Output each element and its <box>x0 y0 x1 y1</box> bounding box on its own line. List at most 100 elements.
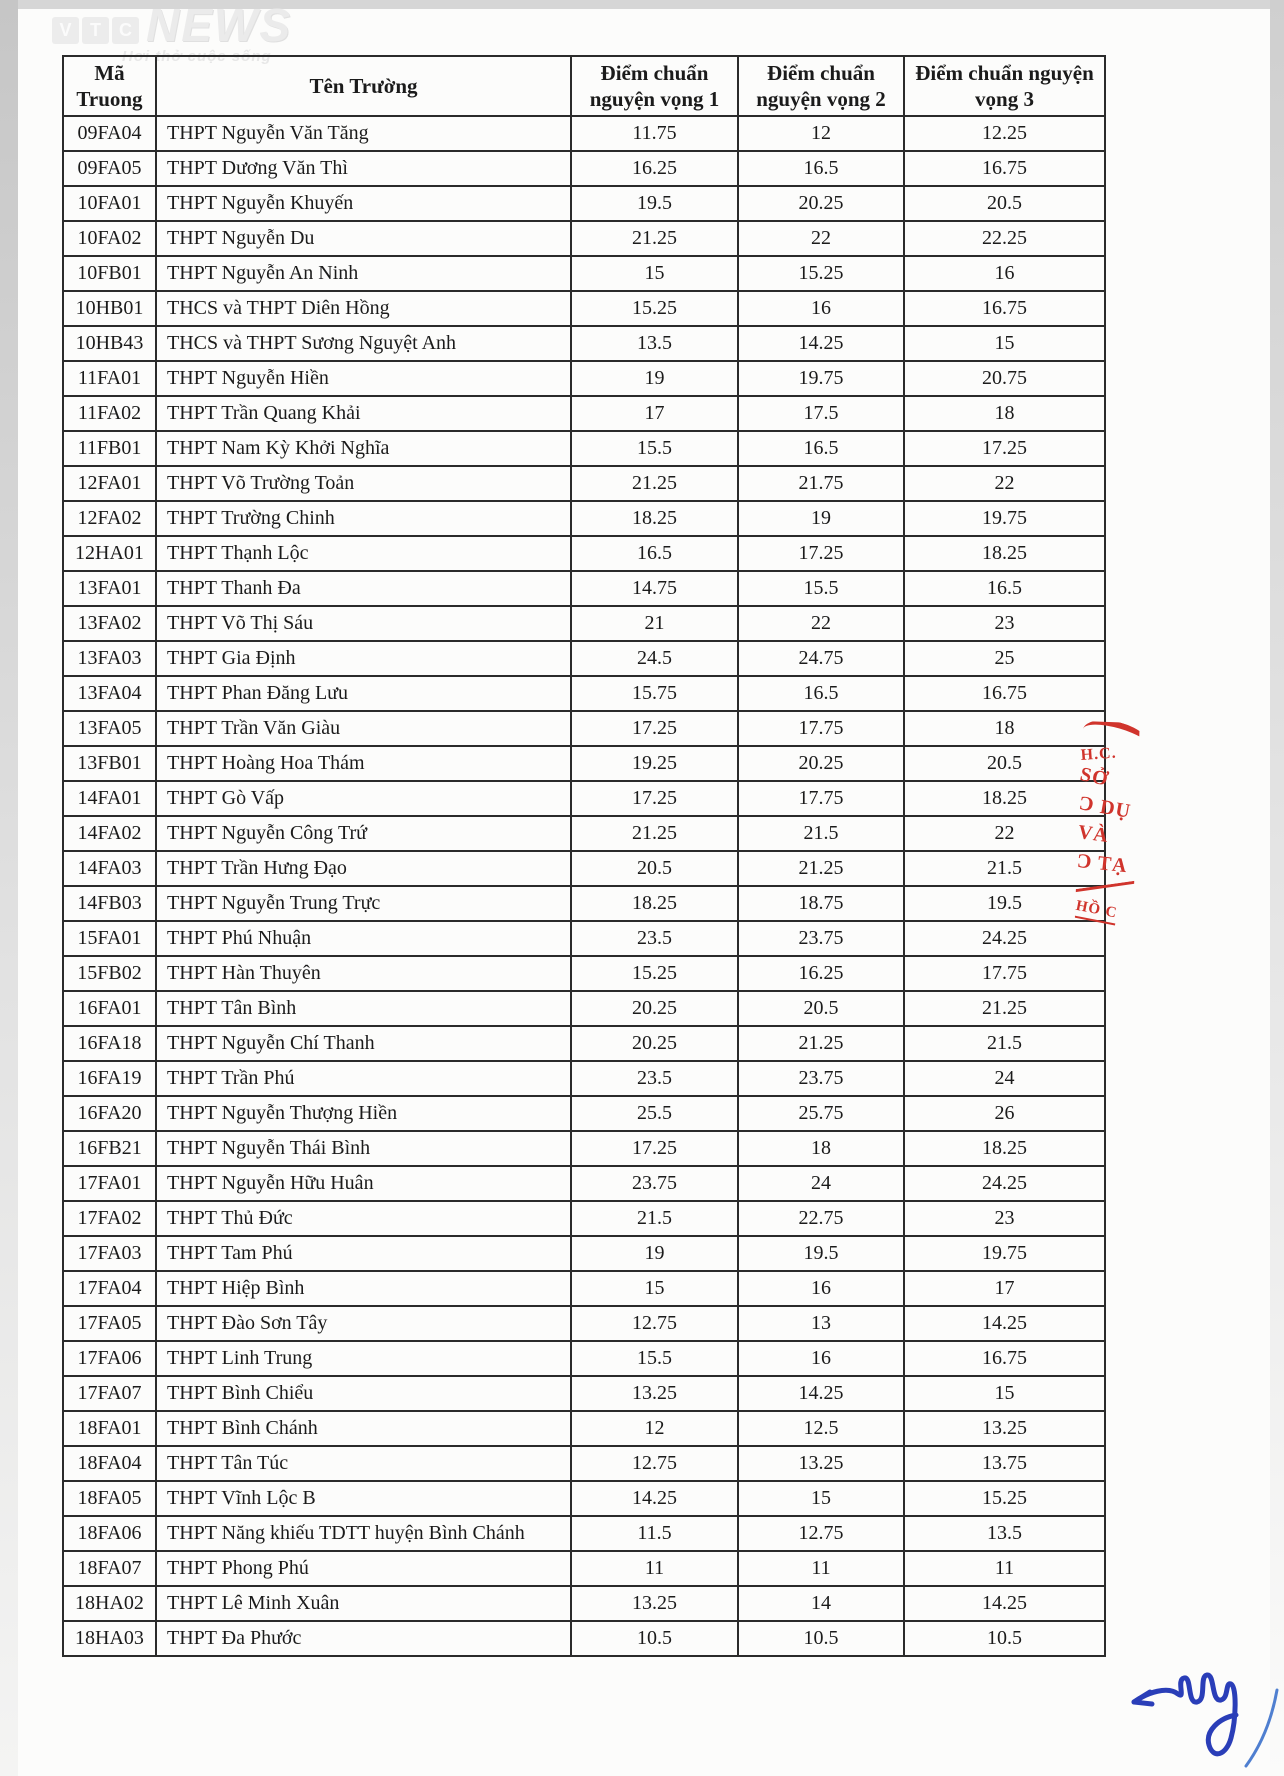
table-row: 11FA01 THPT Nguyễn Hiền 19 19.75 20.75 <box>62 360 1106 397</box>
school-code: 17FA06 <box>62 1340 157 1377</box>
school-name: THPT Nguyễn Du <box>155 220 572 257</box>
table-header: Mã Truong Tên Trường Điểm chuẩn nguyện v… <box>62 55 1106 117</box>
score-nv2: 16 <box>737 1340 905 1377</box>
score-nv3: 16.75 <box>903 150 1106 187</box>
photo-edge-top <box>0 0 1284 9</box>
table-row: 09FA05 THPT Dương Văn Thì 16.25 16.5 16.75 <box>62 150 1106 187</box>
table-row: 18HA03 THPT Đa Phước 10.5 10.5 10.5 <box>62 1620 1106 1657</box>
school-name: THPT Võ Thị Sáu <box>155 605 572 642</box>
vtc-news-logo: V T C NEWS <box>52 2 292 48</box>
score-nv2: 23.75 <box>737 1060 905 1097</box>
score-nv2: 12 <box>737 115 905 152</box>
table-row: 13FA03 THPT Gia Định 24.5 24.75 25 <box>62 640 1106 677</box>
school-name: THPT Võ Trường Toản <box>155 465 572 502</box>
column-header-nv2: Điểm chuẩn nguyện vọng 2 <box>737 55 905 117</box>
score-nv1: 19 <box>570 1235 739 1272</box>
score-nv3: 12.25 <box>903 115 1106 152</box>
score-nv3: 18.25 <box>903 780 1106 817</box>
vtc-news-watermark: V T C NEWS Hơi thở cuộc sống <box>52 2 292 65</box>
school-name: THCS và THPT Diên Hồng <box>155 290 572 327</box>
score-nv1: 23.75 <box>570 1165 739 1202</box>
score-nv2: 14 <box>737 1585 905 1622</box>
score-nv2: 21.75 <box>737 465 905 502</box>
logo-letter-v: V <box>52 17 79 44</box>
stamp-fragment: HỒ C <box>1074 898 1119 926</box>
score-nv1: 20.5 <box>570 850 739 887</box>
school-name: THPT Hoàng Hoa Thám <box>155 745 572 782</box>
score-nv3: 16.75 <box>903 675 1106 712</box>
school-name: THPT Năng khiếu TDTT huyện Bình Chánh <box>155 1515 572 1552</box>
score-nv1: 21.25 <box>570 465 739 502</box>
score-nv1: 24.5 <box>570 640 739 677</box>
table-row: 16FA01 THPT Tân Bình 20.25 20.5 21.25 <box>62 990 1106 1027</box>
score-nv2: 13 <box>737 1305 905 1342</box>
table-row: 12HA01 THPT Thạnh Lộc 16.5 17.25 18.25 <box>62 535 1106 572</box>
score-nv2: 19 <box>737 500 905 537</box>
school-name: THPT Nguyễn Hữu Huân <box>155 1165 572 1202</box>
score-nv3: 22.25 <box>903 220 1106 257</box>
table-row: 15FA01 THPT Phú Nhuận 23.5 23.75 24.25 <box>62 920 1106 957</box>
school-code: 16FA20 <box>62 1095 157 1132</box>
score-nv2: 14.25 <box>737 1375 905 1412</box>
score-nv2: 17.75 <box>737 780 905 817</box>
table-row: 17FA01 THPT Nguyễn Hữu Huân 23.75 24 24.25 <box>62 1165 1106 1202</box>
school-name: THPT Đào Sơn Tây <box>155 1305 572 1342</box>
score-nv3: 24.25 <box>903 1165 1106 1202</box>
school-code: 18FA01 <box>62 1410 157 1447</box>
table-row: 18FA07 THPT Phong Phú 11 11 11 <box>62 1550 1106 1587</box>
school-name: THPT Nguyễn Chí Thanh <box>155 1025 572 1062</box>
table-row: 18FA01 THPT Bình Chánh 12 12.5 13.25 <box>62 1410 1106 1447</box>
score-nv2: 16 <box>737 290 905 327</box>
school-name: THPT Gia Định <box>155 640 572 677</box>
school-name: THPT Bình Chiểu <box>155 1375 572 1412</box>
score-nv2: 16.25 <box>737 955 905 992</box>
school-code: 10FA02 <box>62 220 157 257</box>
table-row: 17FA05 THPT Đào Sơn Tây 12.75 13 14.25 <box>62 1305 1106 1342</box>
score-nv2: 18.75 <box>737 885 905 922</box>
score-nv3: 26 <box>903 1095 1106 1132</box>
score-nv1: 21 <box>570 605 739 642</box>
school-code: 18FA06 <box>62 1515 157 1552</box>
table-row: 18FA04 THPT Tân Túc 12.75 13.25 13.75 <box>62 1445 1106 1482</box>
score-nv1: 11.5 <box>570 1515 739 1552</box>
score-nv3: 23 <box>903 1200 1106 1237</box>
table-row: 10HB43 THCS và THPT Sương Nguyệt Anh 13.5 1… <box>62 325 1106 362</box>
school-code: 12HA01 <box>62 535 157 572</box>
score-nv3: 18.25 <box>903 1130 1106 1167</box>
score-nv3: 19.5 <box>903 885 1106 922</box>
school-code: 09FA05 <box>62 150 157 187</box>
school-code: 10HB01 <box>62 290 157 327</box>
school-code: 15FA01 <box>62 920 157 957</box>
score-nv3: 13.25 <box>903 1410 1106 1447</box>
score-nv2: 17.75 <box>737 710 905 747</box>
school-name: THPT Tân Bình <box>155 990 572 1027</box>
score-nv1: 17.25 <box>570 780 739 817</box>
school-name: THPT Thạnh Lộc <box>155 535 572 572</box>
school-name: THPT Nguyễn Hiền <box>155 360 572 397</box>
score-nv1: 15.25 <box>570 955 739 992</box>
school-name: THPT Thủ Đức <box>155 1200 572 1237</box>
school-name: THPT Thanh Đa <box>155 570 572 607</box>
logo-letter-c: C <box>112 17 139 44</box>
school-code: 18FA04 <box>62 1445 157 1482</box>
score-nv1: 20.25 <box>570 990 739 1027</box>
score-nv2: 24.75 <box>737 640 905 677</box>
table-row: 10FA01 THPT Nguyễn Khuyến 19.5 20.25 20.5 <box>62 185 1106 222</box>
school-name: THPT Lê Minh Xuân <box>155 1585 572 1622</box>
score-nv3: 25 <box>903 640 1106 677</box>
school-name: THPT Hiệp Bình <box>155 1270 572 1307</box>
score-nv2: 15 <box>737 1480 905 1517</box>
table-row: 17FA04 THPT Hiệp Bình 15 16 17 <box>62 1270 1106 1307</box>
school-name: THPT Nguyễn Khuyến <box>155 185 572 222</box>
score-nv1: 11 <box>570 1550 739 1587</box>
school-code: 10FB01 <box>62 255 157 292</box>
score-nv2: 21.25 <box>737 850 905 887</box>
stamp-fragment: Ɔ TẠ <box>1075 850 1129 878</box>
school-name: THPT Nguyễn Văn Tăng <box>155 115 572 152</box>
score-nv1: 20.25 <box>570 1025 739 1062</box>
school-name: THPT Nam Kỳ Khởi Nghĩa <box>155 430 572 467</box>
score-nv2: 20.25 <box>737 745 905 782</box>
score-nv2: 20.5 <box>737 990 905 1027</box>
score-nv1: 21.5 <box>570 1200 739 1237</box>
score-nv2: 21.5 <box>737 815 905 852</box>
